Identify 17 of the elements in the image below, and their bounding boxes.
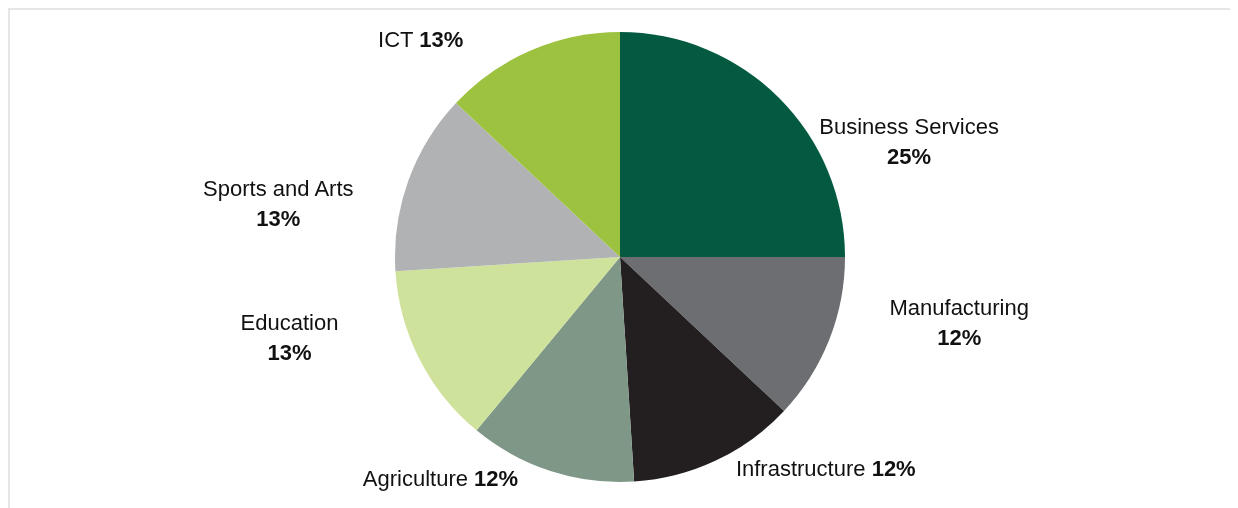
data-label: 12% [474, 466, 519, 492]
slice-label: Education [240, 309, 339, 335]
slice-label: Infrastructure [735, 455, 872, 481]
data-label: 12% [937, 325, 982, 351]
slice-label: Sports and Arts [203, 175, 354, 201]
data-label: 25% [887, 143, 932, 169]
pie-slice [395, 257, 620, 431]
slice-label: Agriculture [362, 466, 475, 492]
data-label: 13% [267, 339, 312, 365]
data-label: 12% [871, 455, 916, 481]
pie-slice [395, 102, 620, 272]
data-label: 13% [419, 27, 464, 53]
slice-label: Business Services [819, 113, 999, 139]
data-label: 13% [256, 205, 301, 231]
slice-label: Manufacturing [889, 295, 1029, 321]
pie-slice [620, 257, 845, 412]
slice-label: ICT [378, 27, 420, 53]
